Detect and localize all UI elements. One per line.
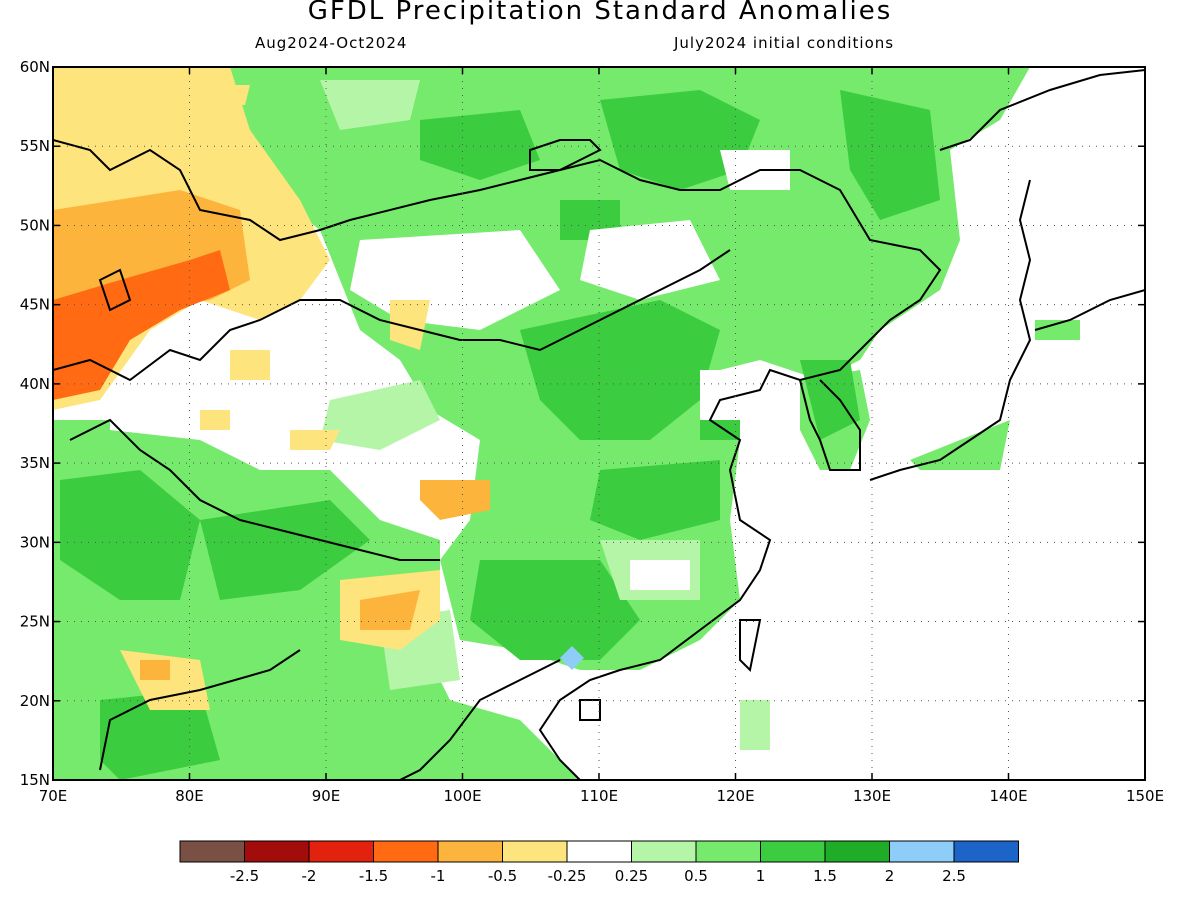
anomaly-field (53, 67, 1145, 780)
legend-swatch (695, 840, 761, 863)
anomaly-region-east (800, 320, 1080, 470)
x-tick-label: 140E (989, 787, 1027, 805)
y-tick-label: 40N (20, 375, 50, 393)
legend-label: -1 (431, 867, 446, 885)
legend-swatch (244, 840, 310, 863)
legend-swatch (308, 840, 374, 863)
coastlines (53, 69, 1145, 780)
legend-label: -1.5 (359, 867, 388, 885)
x-tick-label: 150E (1126, 787, 1164, 805)
y-tick-label: 20N (20, 692, 50, 710)
x-tick-label: 130E (853, 787, 891, 805)
anomaly-near-zero (110, 150, 790, 590)
x-tick-label: 90E (312, 787, 341, 805)
legend-label: 1 (756, 867, 766, 885)
y-tick-label: 50N (20, 216, 50, 234)
legend-swatch (179, 840, 245, 863)
gridlines (53, 67, 1145, 780)
color-legend: -2.5 -2 -1.5 -1 -0.5 -0.25 0.25 0.5 1 1.5 2 2.5 (179, 840, 1019, 885)
legend-swatch (502, 840, 568, 863)
legend-swatch (953, 840, 1019, 863)
legend-label: -2.5 (230, 867, 259, 885)
legend-swatch (373, 840, 439, 863)
legend-label: -2 (302, 867, 317, 885)
x-tick-label: 120E (716, 787, 754, 805)
legend-label: -0.25 (548, 867, 587, 885)
y-tick-label: 15N (20, 771, 50, 789)
anomaly-strong-dry (53, 250, 230, 400)
anomaly-moderate-negative (140, 480, 490, 680)
y-tick-label: 55N (20, 137, 50, 155)
legend-swatch (889, 840, 955, 863)
map-title: GFDL Precipitation Standard Anomalies (307, 0, 893, 26)
legend-swatch (566, 840, 632, 863)
x-tick-label: 70E (39, 787, 68, 805)
y-tick-label: 35N (20, 454, 50, 472)
legend-label: 2 (885, 867, 895, 885)
map-panel: 70E 80E 90E 100E 110E 120E 130E 140E 150E 15N 20N… (20, 58, 1164, 805)
x-tick-label: 100E (443, 787, 481, 805)
initial-conditions: July2024 initial conditions (674, 34, 895, 52)
anomaly-very-strong-positive (560, 646, 584, 670)
y-tick-label: 25N (20, 613, 50, 631)
legend-label: -0.5 (488, 867, 517, 885)
legend-label: 2.5 (942, 867, 966, 885)
legend-swatch (437, 840, 503, 863)
y-tick-label: 45N (20, 296, 50, 314)
y-tick-label: 60N (20, 58, 50, 76)
x-tick-label: 110E (580, 787, 618, 805)
legend-swatch (631, 840, 697, 863)
legend-label: 1.5 (813, 867, 837, 885)
x-tick-label: 80E (175, 787, 204, 805)
y-tick-label: 30N (20, 533, 50, 551)
legend-label: 0.25 (615, 867, 648, 885)
latitude-axis: 15N 20N 25N 30N 35N 40N 45N 50N 55N 60N (20, 58, 1145, 789)
legend-swatch (824, 840, 890, 863)
forecast-period: Aug2024-Oct2024 (255, 34, 408, 52)
longitude-axis: 70E 80E 90E 100E 110E 120E 130E 140E 150E (39, 67, 1164, 805)
legend-label: 0.5 (684, 867, 708, 885)
legend-swatch (760, 840, 826, 863)
anomaly-strong-positive (60, 90, 940, 780)
